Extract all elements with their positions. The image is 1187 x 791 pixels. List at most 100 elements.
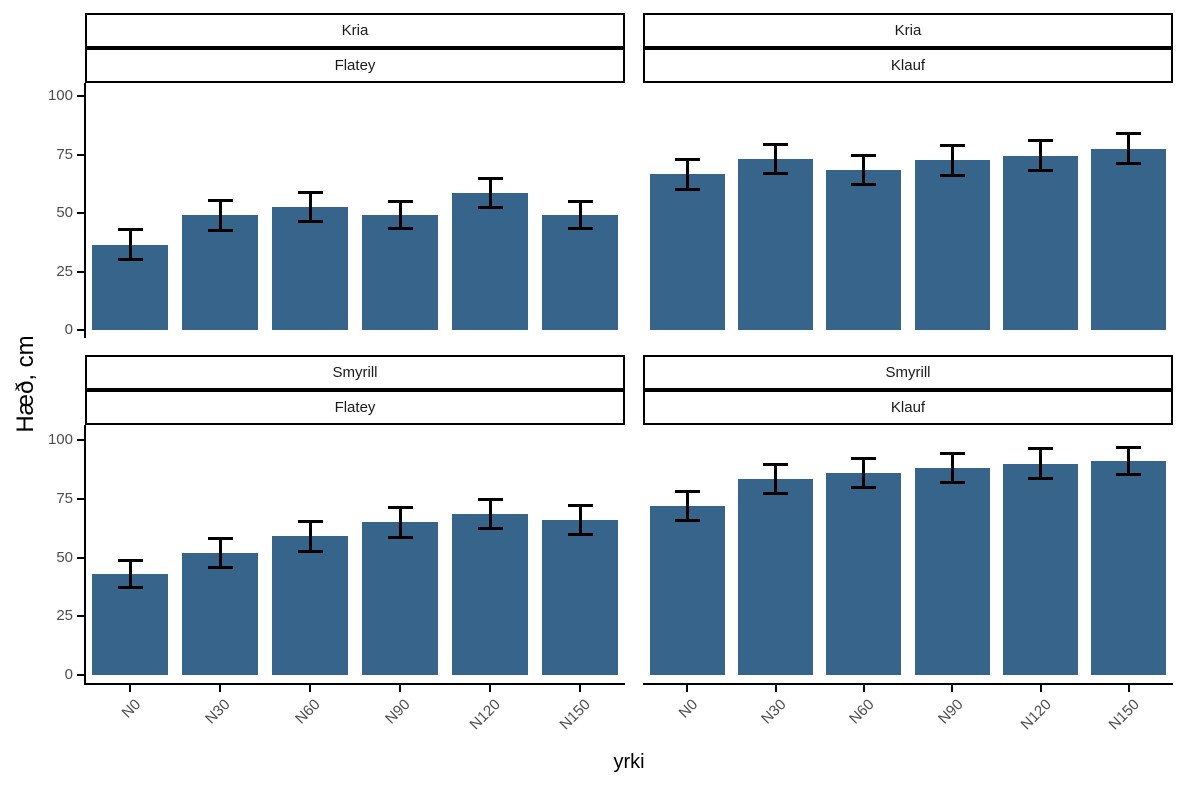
facet-strip-row: Smyrill <box>85 355 625 390</box>
x-tick-label: N150 <box>1105 696 1143 734</box>
error-bar-line <box>774 143 777 175</box>
x-tick-label: N30 <box>758 696 790 728</box>
error-bar-line <box>218 200 222 231</box>
bar-N30 <box>181 552 259 675</box>
facet-strips-smyrill-klauf: Smyrill Klauf <box>643 355 1173 425</box>
bar-N150 <box>1091 461 1167 675</box>
facet-strips-kria-klauf: Kria Klauf <box>643 13 1173 83</box>
facet-strips-smyrill-flatey: Smyrill Flatey <box>85 355 625 425</box>
error-bar-cap-bottom <box>1116 473 1142 477</box>
error-bar-cap-top <box>939 451 965 455</box>
facet-strip-col: Klauf <box>643 390 1173 425</box>
y-tick <box>77 95 84 97</box>
x-tick-label: N120 <box>1017 696 1055 734</box>
error-bar-cap-top <box>674 158 700 162</box>
facet-strip-row: Kria <box>85 13 625 48</box>
facet-strip-col: Flatey <box>85 48 625 83</box>
error-bar-cap-bottom <box>1028 168 1053 172</box>
x-tick <box>862 685 865 692</box>
error-bar-cap-top <box>851 153 877 157</box>
y-axis-line <box>84 425 86 685</box>
error-bar-cap-top <box>1116 446 1142 450</box>
error-bar-line <box>1127 447 1131 476</box>
error-bar-line <box>578 504 582 536</box>
bar-N30 <box>737 159 814 330</box>
x-tick <box>399 685 401 692</box>
x-tick-label: N150 <box>556 696 595 734</box>
error-bar-cap-top <box>851 456 877 460</box>
error-bar-cap-top <box>387 200 413 204</box>
y-tick-label: 25 <box>56 262 73 280</box>
y-tick <box>77 615 84 618</box>
x-tick <box>686 685 689 692</box>
bar-N30 <box>181 215 259 330</box>
facet-strips-kria-flatey: Kria Flatey <box>85 13 625 83</box>
bar-N120 <box>451 193 529 330</box>
error-bar-line <box>1127 133 1131 164</box>
x-tick <box>489 685 491 692</box>
x-tick <box>219 685 221 692</box>
x-tick-label: N60 <box>846 696 878 728</box>
error-bar-cap-bottom <box>763 492 788 496</box>
x-axis-line <box>643 683 1173 685</box>
error-bar-line <box>685 490 689 522</box>
error-bar-line <box>488 498 492 530</box>
y-tick <box>77 556 84 559</box>
error-bar-cap-top <box>763 462 788 466</box>
bar-N120 <box>1002 463 1079 675</box>
y-tick <box>77 329 84 331</box>
y-tick <box>77 497 84 500</box>
x-tick <box>951 685 954 692</box>
y-axis-title: Hæð, cm <box>12 335 39 433</box>
bar-N120 <box>451 514 529 675</box>
error-bar-cap-bottom <box>939 481 965 485</box>
error-bar-cap-bottom <box>477 527 503 531</box>
error-bar-cap-top <box>477 176 503 180</box>
bar-N0 <box>91 573 169 675</box>
error-bar-cap-top <box>207 536 233 540</box>
facet-strip-col: Flatey <box>85 390 625 425</box>
bar-N120 <box>1002 155 1079 330</box>
error-bar-cap-bottom <box>851 182 877 186</box>
x-tick <box>1039 685 1042 692</box>
error-bar-line <box>774 463 777 495</box>
error-bar-cap-bottom <box>939 173 965 177</box>
panel-kria-klauf <box>643 83 1173 338</box>
bar-N60 <box>271 536 349 675</box>
bar-N90 <box>914 160 990 330</box>
error-bar-line <box>578 201 582 230</box>
bar-N90 <box>361 215 439 330</box>
bar-N60 <box>826 472 902 675</box>
error-bar-cap-top <box>387 505 413 509</box>
error-bar-cap-top <box>1028 447 1053 451</box>
x-axis-title: yrki <box>613 751 645 773</box>
error-bar-cap-bottom <box>387 227 413 231</box>
error-bar-cap-bottom <box>567 227 593 231</box>
error-bar-line <box>398 201 402 230</box>
y-tick <box>77 439 84 441</box>
x-tick <box>774 685 777 692</box>
error-bar-line <box>950 452 954 484</box>
bar-N150 <box>541 519 619 675</box>
error-bar-cap-bottom <box>674 519 700 523</box>
error-bar-cap-top <box>939 144 965 148</box>
y-tick-label: 75 <box>56 489 73 507</box>
y-tick <box>77 153 84 156</box>
bar-N150 <box>541 215 619 330</box>
error-bar-cap-bottom <box>1116 161 1142 165</box>
y-tick-label: 50 <box>56 548 73 566</box>
panel-kria-flatey: 0 25 50 75 100 <box>48 83 625 338</box>
error-bar-cap-bottom <box>763 172 788 176</box>
y-tick-label: 100 <box>47 431 73 448</box>
x-tick <box>129 685 131 692</box>
bar-N60 <box>826 169 902 330</box>
y-tick-label: 0 <box>64 321 73 338</box>
y-tick <box>77 270 84 273</box>
error-bar-line <box>950 145 954 176</box>
error-bar-cap-top <box>763 142 788 146</box>
y-axis-line <box>84 83 86 338</box>
error-bar-cap-bottom <box>387 535 413 539</box>
error-bar-line <box>1039 448 1042 479</box>
error-bar-line <box>308 521 312 552</box>
